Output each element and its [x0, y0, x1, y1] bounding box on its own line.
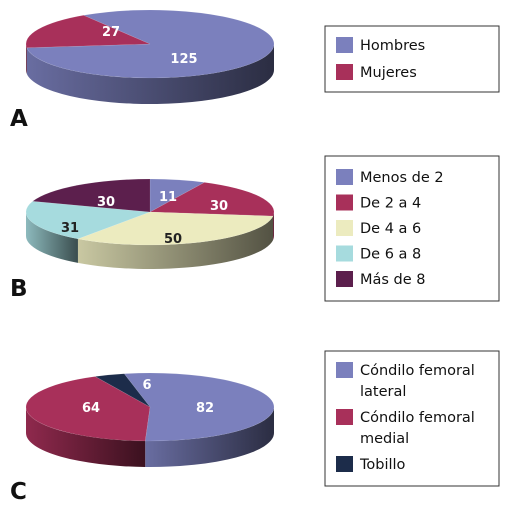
- pie-slice-mas-de-8: [31, 178, 151, 213]
- data-label-mujeres: 27: [102, 25, 120, 40]
- panel-letter-c: C: [10, 479, 27, 505]
- legend-swatch-menos-de-2: [336, 169, 353, 185]
- panel-letter-b: B: [10, 276, 28, 302]
- legend-swatch-mujeres: [336, 64, 353, 80]
- pie-slice-de-6-a-8: [25, 200, 151, 240]
- pie-slice-tobillo: [94, 373, 151, 408]
- legend-box: [324, 25, 500, 93]
- legend-label-de-6-a-8: De 6 a 8: [360, 247, 421, 263]
- legend-label-mujeres: Mujeres: [360, 65, 417, 81]
- pie-slice-de-4-a-6: [76, 211, 274, 246]
- legend-swatch-tobillo: [336, 456, 353, 472]
- pie-chart-c: 82 64 6: [25, 372, 275, 467]
- data-label-condilo-femoral-medial: 64: [82, 401, 100, 416]
- data-label-menos-de-2: 11: [159, 190, 177, 205]
- pie-slice-mujeres: [25, 14, 151, 49]
- data-label-mas-de-8: 30: [97, 195, 115, 210]
- data-label-condilo-femoral-lateral: 82: [196, 401, 214, 416]
- pie-slice-side-de-2-a-4: [273, 212, 274, 241]
- legend-label-de-4-a-6: De 4 a 6: [360, 221, 421, 237]
- legend-box: [324, 350, 500, 487]
- data-label-tobillo: 6: [142, 378, 151, 393]
- pie-chart-a: 125 27: [25, 9, 275, 104]
- legend-c: Cóndilo femoral lateral Cóndilo femoral med…: [324, 350, 500, 487]
- pie-chart-b: 11 30 50 31 30: [25, 178, 275, 269]
- legend-swatch-de-4-a-6: [336, 220, 353, 236]
- legend-b: Menos de 2 De 2 a 4 De 4 a 6 De 6 a 8 Más de…: [324, 155, 500, 302]
- legend-box: [324, 155, 500, 302]
- pie-slice-side-condilo-femoral-medial: [26, 407, 146, 467]
- data-label-de-6-a-8: 31: [61, 221, 79, 236]
- legend-label-condilo-femoral-lateral: Cóndilo femoral lateral: [360, 363, 475, 400]
- pie-slice-side-hombres: [26, 44, 275, 104]
- pie-slice-menos-de-2: [149, 178, 206, 213]
- data-label-de-2-a-4: 30: [210, 199, 228, 214]
- legend-swatch-de-2-a-4: [336, 194, 353, 211]
- legend-swatch-condilo-femoral-lateral: [336, 362, 353, 378]
- data-label-hombres: 125: [170, 52, 197, 67]
- legend-a: Hombres Mujeres: [324, 25, 500, 93]
- legend-label-tobillo: Tobillo: [359, 457, 406, 473]
- pie-slice-hombres: [26, 9, 275, 79]
- legend-swatch-condilo-femoral-medial: [336, 409, 353, 425]
- legend-swatch-de-6-a-8: [336, 245, 353, 262]
- pie-slice-side-de-6-a-8: [26, 212, 78, 263]
- legend-label-de-2-a-4: De 2 a 4: [360, 196, 421, 212]
- panel-letter-a: A: [10, 106, 28, 132]
- legend-label-mas-de-8: Más de 8: [360, 272, 426, 288]
- legend-label-hombres: Hombres: [360, 38, 425, 54]
- legend-swatch-mas-de-8: [336, 271, 353, 287]
- legend-label-condilo-femoral-medial: Cóndilo femoral medial: [360, 410, 475, 447]
- pie-slice-side-mujeres: [26, 44, 27, 74]
- pie-slice-side-de-4-a-6: [77, 216, 274, 269]
- pie-slice-condilo-femoral-medial: [25, 376, 151, 442]
- legend-label-menos-de-2: Menos de 2: [360, 170, 444, 186]
- pie-slice-side-condilo-femoral-lateral: [145, 407, 274, 467]
- legend-swatch-hombres: [336, 37, 353, 53]
- pie-slice-de-2-a-4: [148, 182, 275, 217]
- pie-slice-condilo-femoral-lateral: [123, 372, 275, 442]
- data-label-de-4-a-6: 50: [164, 232, 182, 247]
